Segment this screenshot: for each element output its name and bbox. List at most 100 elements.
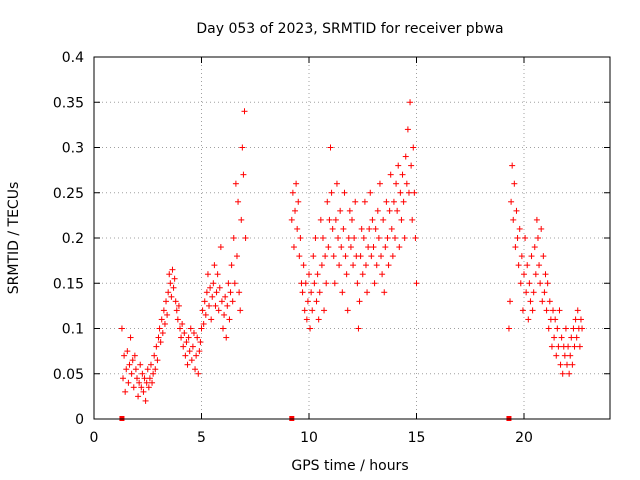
data-point xyxy=(299,289,306,296)
data-point xyxy=(141,375,148,382)
data-point xyxy=(157,339,164,346)
data-point xyxy=(379,271,386,278)
data-point xyxy=(399,171,406,178)
data-point xyxy=(569,361,576,368)
data-point xyxy=(134,375,140,382)
data-point xyxy=(163,298,170,305)
data-point xyxy=(559,370,566,377)
data-point xyxy=(218,298,225,305)
data-point xyxy=(308,289,315,296)
data-point xyxy=(179,320,186,327)
data-point xyxy=(319,235,326,241)
data-point xyxy=(570,325,577,332)
data-point xyxy=(159,330,166,337)
data-point xyxy=(339,289,346,296)
data-point xyxy=(349,216,355,223)
data-point xyxy=(511,180,518,187)
data-point xyxy=(545,325,552,332)
data-point xyxy=(145,384,152,391)
data-point xyxy=(542,271,549,278)
data-point xyxy=(241,108,248,115)
data-point xyxy=(405,189,412,196)
data-point xyxy=(196,348,203,355)
data-point xyxy=(532,271,539,278)
data-point xyxy=(310,253,317,260)
data-point xyxy=(346,207,353,214)
data-point xyxy=(293,180,300,187)
data-point xyxy=(315,316,322,323)
data-point xyxy=(539,298,546,305)
data-point xyxy=(147,361,154,368)
data-point xyxy=(297,235,304,241)
data-point xyxy=(307,325,314,332)
data-point xyxy=(223,334,230,341)
y-axis-ticks: 0 0.05 0.1 0.15 0.2 0.25 0.3 0.35 0.4 xyxy=(53,50,610,428)
data-point xyxy=(170,284,177,291)
data-point xyxy=(514,235,521,241)
data-point xyxy=(364,289,371,296)
data-point xyxy=(351,235,358,241)
data-point xyxy=(187,325,194,332)
y-tick-label: 0.15 xyxy=(53,276,84,292)
data-point xyxy=(193,352,200,359)
data-point xyxy=(129,357,136,364)
data-point xyxy=(303,316,310,323)
data-point xyxy=(231,280,238,287)
data-point xyxy=(396,244,403,251)
data-point xyxy=(387,171,394,178)
data-point xyxy=(566,370,573,377)
data-point xyxy=(190,330,197,337)
data-point xyxy=(330,253,337,260)
data-point xyxy=(152,366,159,373)
data-point xyxy=(165,289,172,296)
data-point xyxy=(135,393,142,400)
data-point xyxy=(510,216,517,223)
data-point xyxy=(538,225,545,232)
data-point xyxy=(543,307,550,314)
data-point xyxy=(294,225,301,232)
data-point xyxy=(128,370,135,377)
data-point xyxy=(184,361,191,368)
data-point xyxy=(178,334,185,341)
x-axis-ticks: 0 5 10 15 20 xyxy=(90,57,533,446)
data-point xyxy=(121,352,128,359)
data-point xyxy=(237,307,244,314)
data-point xyxy=(197,339,204,346)
data-point xyxy=(540,253,547,260)
data-point xyxy=(390,198,397,205)
y-tick-label: 0.4 xyxy=(62,50,84,66)
data-point xyxy=(355,325,362,332)
data-point xyxy=(153,343,160,350)
data-point xyxy=(301,307,308,314)
data-point xyxy=(189,343,196,350)
data-point xyxy=(120,375,127,382)
data-point xyxy=(214,271,221,278)
data-point xyxy=(154,357,161,364)
data-point xyxy=(138,384,145,391)
data-point xyxy=(143,379,150,386)
data-point xyxy=(155,334,162,341)
data-point xyxy=(123,366,130,373)
data-point xyxy=(203,289,210,296)
data-point xyxy=(508,198,515,205)
data-point xyxy=(290,244,297,251)
data-point xyxy=(181,330,188,337)
data-point xyxy=(228,262,235,269)
data-point xyxy=(318,262,325,269)
data-point xyxy=(175,302,182,309)
data-points xyxy=(118,99,586,404)
data-point xyxy=(195,370,202,377)
data-point xyxy=(336,262,343,269)
data-point xyxy=(211,262,218,269)
data-point xyxy=(507,298,514,305)
data-point xyxy=(551,334,558,341)
data-point xyxy=(546,298,553,305)
data-point xyxy=(229,298,236,305)
data-point xyxy=(529,307,536,314)
data-point xyxy=(144,366,151,373)
data-point xyxy=(576,343,583,350)
data-point xyxy=(541,289,548,296)
data-point xyxy=(509,162,516,169)
data-point xyxy=(136,379,143,386)
x-tick-label: 15 xyxy=(408,430,426,446)
